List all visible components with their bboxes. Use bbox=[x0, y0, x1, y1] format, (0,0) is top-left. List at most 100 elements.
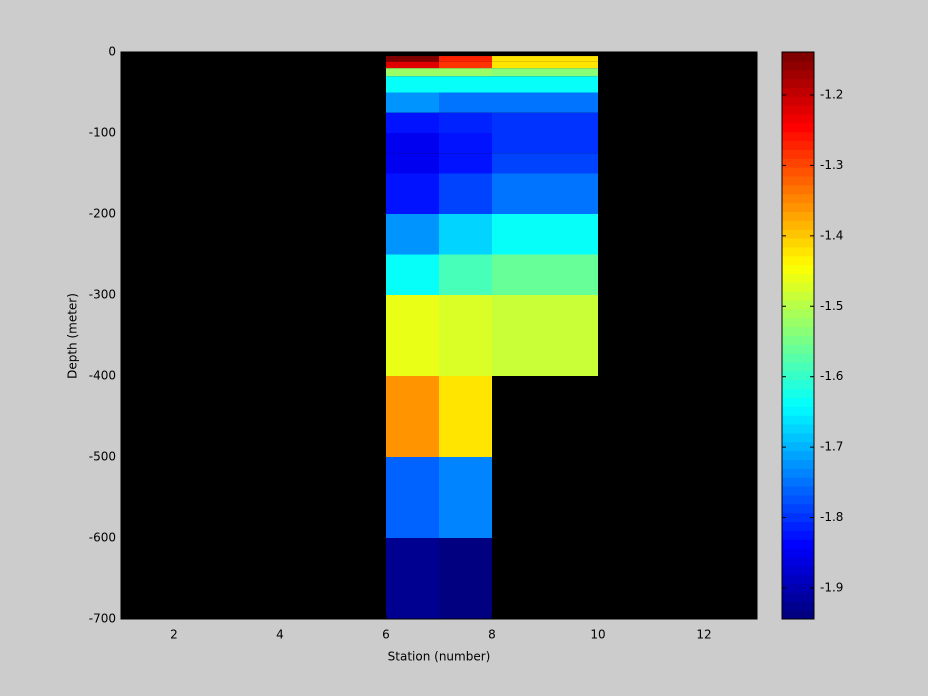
colorbar-swatch bbox=[782, 548, 814, 558]
colorbar-swatch bbox=[782, 486, 814, 496]
y-tick-label: -400 bbox=[89, 369, 116, 383]
cell bbox=[439, 254, 492, 295]
cell bbox=[386, 112, 439, 133]
cell bbox=[439, 214, 492, 255]
colorbar-swatch bbox=[782, 512, 814, 523]
cell bbox=[439, 295, 492, 376]
colorbar-swatch bbox=[782, 78, 814, 88]
colorbar-swatch bbox=[782, 264, 814, 274]
cell bbox=[492, 92, 598, 113]
colorbar-swatch bbox=[782, 601, 814, 611]
cell bbox=[386, 173, 439, 214]
cell bbox=[492, 112, 598, 133]
y-tick-label: -500 bbox=[89, 450, 116, 464]
colorbar-swatch bbox=[782, 122, 814, 133]
cell bbox=[492, 295, 598, 376]
colorbar-swatch bbox=[782, 300, 814, 310]
cell bbox=[492, 173, 598, 214]
colorbar-swatch bbox=[782, 556, 814, 567]
colorbar-swatch bbox=[782, 140, 814, 150]
cell bbox=[439, 173, 492, 214]
cell bbox=[439, 61, 492, 69]
plot-frame bbox=[120, 51, 758, 620]
cell bbox=[492, 133, 598, 154]
cell bbox=[439, 92, 492, 113]
colorbar-swatch bbox=[782, 202, 814, 212]
cell bbox=[439, 112, 492, 133]
cell bbox=[386, 61, 439, 69]
x-tick-label: 10 bbox=[590, 628, 605, 642]
colorbar-swatch bbox=[782, 565, 814, 576]
x-tick-label: 8 bbox=[488, 628, 496, 642]
colorbar-swatch bbox=[782, 211, 814, 221]
cell bbox=[439, 457, 492, 538]
colorbar-swatch bbox=[782, 167, 814, 177]
cell bbox=[439, 538, 492, 619]
cell bbox=[386, 153, 439, 174]
colorbar-swatch bbox=[782, 184, 814, 195]
colorbar-swatch bbox=[782, 353, 814, 363]
cell bbox=[386, 56, 439, 62]
colorbar-swatch bbox=[782, 229, 814, 239]
cell bbox=[439, 68, 492, 77]
colorbar-swatch bbox=[782, 370, 814, 381]
colorbar-swatch bbox=[782, 424, 814, 434]
colorbar-swatch bbox=[782, 105, 814, 115]
x-tick-label: 6 bbox=[382, 628, 390, 642]
colorbar-swatch bbox=[782, 69, 814, 80]
x-tick-label: 12 bbox=[696, 628, 711, 642]
y-tick-label: -100 bbox=[89, 126, 116, 140]
colorbar-swatch bbox=[782, 131, 814, 142]
cell bbox=[386, 254, 439, 295]
cell bbox=[386, 133, 439, 154]
colorbar-swatch bbox=[782, 441, 814, 452]
colorbar-tick-label: -1.5 bbox=[820, 299, 843, 313]
colorbar-swatch bbox=[782, 220, 814, 230]
colorbar-tick-label: -1.2 bbox=[820, 87, 843, 101]
x-tick-label: 2 bbox=[170, 628, 178, 642]
cell bbox=[492, 61, 598, 69]
colorbar-tick-label: -1.8 bbox=[820, 510, 843, 524]
y-tick-label: -600 bbox=[89, 531, 116, 545]
colorbar-swatch bbox=[782, 468, 814, 478]
colorbar-swatch bbox=[782, 521, 814, 531]
colorbar-swatch bbox=[782, 308, 814, 319]
colorbar-swatch bbox=[782, 317, 814, 328]
colorbar-swatch bbox=[782, 60, 814, 71]
cell bbox=[386, 376, 439, 457]
colorbar-swatch bbox=[782, 273, 814, 283]
colorbar-swatch bbox=[782, 432, 814, 443]
colorbar-swatch bbox=[782, 238, 814, 248]
cell bbox=[386, 92, 439, 113]
colorbar-swatch bbox=[782, 52, 814, 62]
colorbar-swatch bbox=[782, 326, 814, 336]
cell bbox=[439, 133, 492, 154]
colorbar-swatch bbox=[782, 149, 814, 159]
cell bbox=[386, 214, 439, 255]
cell bbox=[439, 56, 492, 62]
colorbar-swatch bbox=[782, 530, 814, 540]
colorbar-swatch bbox=[782, 87, 814, 97]
cell bbox=[386, 76, 439, 93]
colorbar-swatch bbox=[782, 379, 814, 390]
cell bbox=[492, 76, 598, 93]
cell bbox=[492, 56, 598, 62]
colorbar-swatch bbox=[782, 592, 814, 602]
colorbar-tick-label: -1.9 bbox=[820, 581, 843, 595]
colorbar-swatch bbox=[782, 388, 814, 399]
cell bbox=[386, 457, 439, 538]
colorbar-swatch bbox=[782, 335, 814, 345]
colorbar-swatch bbox=[782, 362, 814, 372]
cell bbox=[439, 376, 492, 457]
colorbar-swatch bbox=[782, 610, 814, 620]
colorbar-tick-label: -1.7 bbox=[820, 440, 843, 454]
cell bbox=[386, 295, 439, 376]
colorbar-swatch bbox=[782, 176, 814, 186]
colorbar-swatch bbox=[782, 158, 814, 168]
colorbar-swatch bbox=[782, 477, 814, 487]
cell bbox=[492, 254, 598, 295]
cell bbox=[439, 76, 492, 93]
colorbar-swatch bbox=[782, 450, 814, 461]
colorbar-frame bbox=[781, 51, 815, 620]
colorbar-tick-label: -1.6 bbox=[820, 369, 843, 383]
